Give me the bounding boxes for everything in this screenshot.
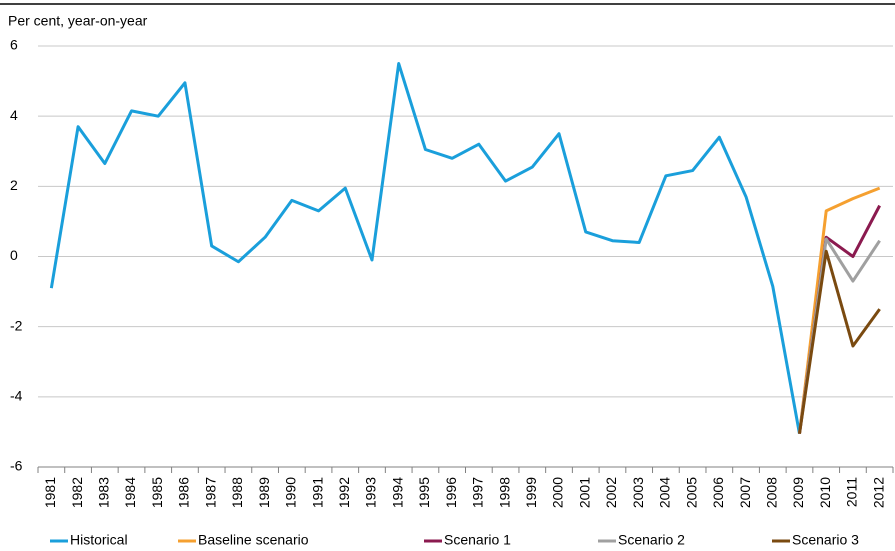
legend-label: Historical (70, 532, 128, 548)
x-tick-label: 2008 (763, 477, 779, 508)
x-tick-label: 1997 (470, 477, 486, 508)
x-tick-label: 1996 (443, 477, 459, 508)
x-tick-label: 1983 (96, 477, 112, 508)
x-tick-label: 2005 (683, 477, 699, 508)
x-tick-label: 1982 (69, 477, 85, 508)
x-tick-label: 1988 (229, 477, 245, 508)
y-tick-label: 6 (10, 37, 18, 53)
x-tick-label: 1994 (389, 477, 405, 508)
x-tick-label: 2003 (630, 477, 646, 508)
y-tick-label: -4 (10, 388, 23, 404)
x-tick-label: 1984 (122, 477, 138, 508)
x-tick-label: 2012 (870, 477, 886, 508)
y-tick-label: 0 (10, 247, 18, 263)
x-tick-label: 1995 (416, 477, 432, 508)
y-tick-label: 2 (10, 177, 18, 193)
x-tick-label: 2004 (657, 477, 673, 508)
x-tick-label: 1999 (523, 477, 539, 508)
x-tick-label: 2011 (844, 477, 860, 507)
y-tick-label: -2 (10, 317, 23, 333)
y-tick-label: 4 (10, 107, 18, 123)
x-tick-label: 1990 (283, 477, 299, 508)
y-axis-label: Per cent, year-on-year (8, 13, 148, 29)
legend-label: Scenario 2 (618, 532, 685, 548)
legend-label: Scenario 3 (792, 532, 859, 548)
x-tick-label: 1981 (42, 477, 58, 508)
x-tick-label: 2006 (710, 477, 726, 508)
x-tick-label: 1993 (363, 477, 379, 508)
x-tick-label: 1998 (496, 477, 512, 508)
x-tick-label: 1991 (309, 477, 325, 508)
x-tick-label: 1987 (202, 477, 218, 508)
series-line (49, 62, 801, 434)
x-tick-label: 2007 (737, 477, 753, 508)
series-line (797, 237, 881, 434)
x-tick-label: 1989 (256, 477, 272, 508)
series-line (797, 204, 881, 434)
x-tick-label: 1985 (149, 477, 165, 508)
x-tick-label: 2009 (790, 477, 806, 508)
series-line (797, 186, 881, 434)
series-line (797, 249, 881, 434)
x-tick-label: 2002 (603, 477, 619, 508)
y-tick-label: -6 (10, 458, 23, 474)
x-tick-label: 1986 (176, 477, 192, 508)
legend-label: Baseline scenario (198, 532, 309, 548)
x-tick-label: 1992 (336, 477, 352, 508)
x-tick-label: 2001 (576, 477, 592, 508)
x-tick-label: 2000 (550, 477, 566, 508)
x-tick-label: 2010 (817, 477, 833, 508)
legend-label: Scenario 1 (444, 532, 511, 548)
